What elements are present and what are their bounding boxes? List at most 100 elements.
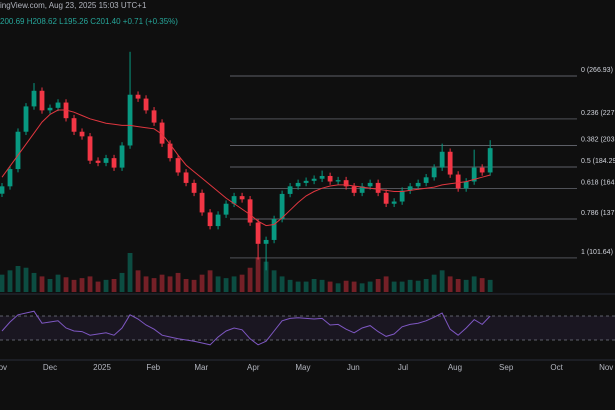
candle-body xyxy=(439,151,445,168)
volume-bar xyxy=(351,281,357,292)
volume-bar xyxy=(103,279,109,292)
volume-bar xyxy=(447,276,453,292)
volume-bar xyxy=(287,279,293,292)
volume-bar xyxy=(39,276,45,292)
candle-body xyxy=(31,90,37,107)
candle-body xyxy=(215,214,221,227)
fib-label: 0.236 (227. xyxy=(581,110,615,117)
volume-bar xyxy=(279,276,285,292)
candle-body xyxy=(167,143,173,159)
volume-bar xyxy=(135,270,141,292)
candle-body xyxy=(391,201,397,204)
candle-body xyxy=(143,98,149,111)
volume-bar xyxy=(335,283,341,292)
candle-body xyxy=(103,158,109,163)
candle-body xyxy=(7,169,13,187)
candle-body xyxy=(447,151,453,175)
volume-bar xyxy=(7,270,13,292)
x-tick-label: 2025 xyxy=(93,363,111,372)
candle-body xyxy=(295,182,301,187)
candle-body xyxy=(175,158,181,173)
candle-body xyxy=(39,90,45,111)
chart-source: ingView.com, Aug 23, 2025 15:03 UTC+1 xyxy=(0,1,147,10)
volume-bar xyxy=(327,281,333,292)
volume-bar xyxy=(167,276,173,292)
candle-body xyxy=(95,160,101,163)
volume-bar xyxy=(391,281,397,292)
x-tick-label: Mar xyxy=(194,363,208,372)
volume-bar xyxy=(127,253,133,292)
volume-bar xyxy=(207,270,213,292)
candle-body xyxy=(303,180,309,183)
volume-bar xyxy=(47,279,53,292)
x-tick-label: Oct xyxy=(550,363,563,372)
candle-body xyxy=(423,177,429,183)
volume-bar xyxy=(71,279,77,292)
candle-body xyxy=(407,186,413,191)
volume-bar xyxy=(263,261,269,292)
candle-body xyxy=(319,175,325,179)
volume-bar xyxy=(399,281,405,292)
volume-bar xyxy=(319,279,325,292)
candle-body xyxy=(207,212,213,227)
candle-body xyxy=(151,110,157,123)
candle-body xyxy=(87,136,93,161)
volume-bar xyxy=(439,270,445,292)
volume-bar xyxy=(463,279,469,292)
volume-bar xyxy=(471,276,477,292)
candle-body xyxy=(247,199,253,223)
volume-bar xyxy=(271,270,277,292)
volume-bar xyxy=(159,274,165,292)
candle-body xyxy=(359,186,365,193)
rsi-line xyxy=(1,310,491,346)
candle-body xyxy=(23,106,29,132)
volume-bar xyxy=(175,272,181,292)
candle-body xyxy=(191,182,197,193)
x-tick-label: Jun xyxy=(347,363,360,372)
fib-label: 0.382 (203. xyxy=(581,136,615,143)
candle-body xyxy=(263,239,269,244)
volume-bar xyxy=(223,278,229,292)
volume-bar xyxy=(487,279,493,292)
candle-body xyxy=(479,167,485,173)
volume-bar xyxy=(79,278,85,292)
candle-body xyxy=(471,167,477,182)
volume-bar xyxy=(431,274,437,292)
candle-body xyxy=(111,158,117,168)
fib-label: 0.786 (137. xyxy=(581,210,615,217)
volume-bar xyxy=(247,267,253,292)
fib-label: 0.5 (184.29 xyxy=(581,158,615,165)
candle-body xyxy=(159,122,165,144)
candle-body xyxy=(399,190,405,202)
candle-body xyxy=(71,118,77,132)
candle-body xyxy=(119,145,125,168)
ohlc-readout: 200.69 H208.62 L195.26 C201.40 +0.71 (+0… xyxy=(0,17,178,26)
candle-body xyxy=(383,192,389,204)
candle-body xyxy=(431,167,437,178)
candle-body xyxy=(343,180,349,187)
candle-body xyxy=(279,193,285,220)
x-tick-label: Feb xyxy=(146,363,160,372)
volume-bar xyxy=(255,257,261,292)
candle-body xyxy=(335,180,341,182)
candle-body xyxy=(127,94,133,146)
volume-bar xyxy=(87,276,93,292)
volume-bar xyxy=(311,279,317,292)
volume-bar xyxy=(479,278,485,292)
volume-bar xyxy=(375,279,381,292)
volume-bar xyxy=(359,283,365,292)
volume-bar xyxy=(415,280,421,292)
volume-bar xyxy=(455,279,461,292)
candle-body xyxy=(239,196,245,200)
candle-body xyxy=(311,178,317,181)
volume-bar xyxy=(343,280,349,292)
volume-bar xyxy=(151,278,157,292)
candle-body xyxy=(223,203,229,215)
volume-bar xyxy=(119,272,125,292)
volume-bar xyxy=(191,279,197,292)
volume-bar xyxy=(215,276,221,292)
x-tick-label: May xyxy=(295,363,310,372)
moving-average xyxy=(1,109,491,227)
candle-body xyxy=(199,192,205,213)
